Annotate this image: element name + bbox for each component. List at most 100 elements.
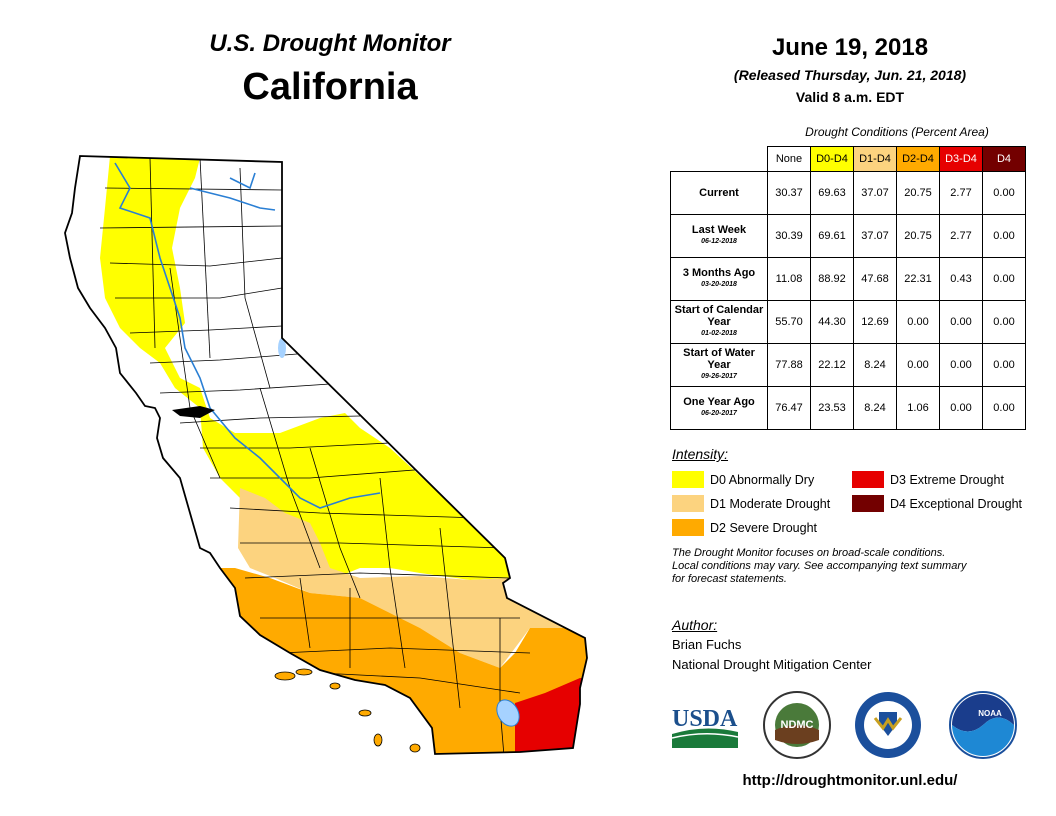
table-cell: 22.12 (810, 343, 854, 387)
salton-sea (496, 699, 520, 727)
table-cell: 69.63 (810, 171, 854, 215)
table-cell: 37.07 (853, 214, 897, 258)
row-label-text: Current (699, 187, 739, 199)
legend-item-d0: D0 Abnormally Dry (672, 471, 814, 488)
row-label: 3 Months Ago 03-20-2018 (670, 257, 768, 301)
release-date: (Released Thursday, Jun. 21, 2018) (733, 67, 967, 83)
table-cell: 0.00 (896, 300, 940, 344)
table-cell: 69.61 (810, 214, 854, 258)
legend-label-d1: D1 Moderate Drought (710, 496, 831, 511)
legend-item-d3: D3 Extreme Drought (852, 471, 1004, 488)
row-label: Start of Calendar Year 01-02-2018 (670, 300, 768, 344)
table-cell: 30.39 (767, 214, 811, 258)
table-cell: 0.00 (982, 386, 1026, 430)
monitor-title: U.S. Drought Monitor (209, 30, 451, 57)
table-cell: 2.77 (939, 171, 983, 215)
legend-item-d4: D4 Exceptional Drought (852, 495, 1022, 512)
table-header-row: None D0-D4 D1-D4 D2-D4 D3-D4 D4 (671, 146, 1026, 172)
row-label: Last Week 06-12-2018 (670, 214, 768, 258)
table-cell: 1.06 (896, 386, 940, 430)
table-cell: 8.24 (853, 343, 897, 387)
table-cell: 12.69 (853, 300, 897, 344)
region-d0 (100, 156, 520, 580)
region-d3-edge (585, 628, 587, 653)
california-drought-map (64, 155, 588, 755)
table-row: Start of Water Year 09-26-2017 77.88 22.12 8… (670, 343, 1026, 387)
table-cell: 37.07 (853, 171, 897, 215)
county-lines (99, 157, 531, 754)
row-label-date: 03-20-2018 (701, 281, 737, 288)
legend-swatch-d3 (852, 471, 884, 488)
legend-item-d1: D1 Moderate Drought (672, 495, 830, 512)
table-cell: 0.00 (982, 214, 1026, 258)
commerce-logo (855, 692, 921, 758)
note-line-1: The Drought Monitor focuses on broad-sca… (672, 547, 946, 559)
valid-time: Valid 8 a.m. EDT (795, 89, 905, 105)
legend-label-d0: D0 Abnormally Dry (710, 472, 815, 487)
rivers (114, 162, 381, 509)
table-cell: 55.70 (767, 300, 811, 344)
author-title: Author: (672, 617, 718, 633)
row-label: One Year Ago 06-20-2017 (670, 386, 768, 430)
table-row: Start of Calendar Year 01-02-2018 55.70 44.… (670, 300, 1026, 344)
website-url[interactable]: http://droughtmonitor.unl.edu/ (742, 772, 958, 789)
table-row: Current 30.37 69.63 37.07 20.75 2.77 0.00 (670, 171, 1026, 215)
table-cell: 2.77 (939, 214, 983, 258)
author-name: Brian Fuchs (672, 637, 742, 652)
table-cell: 76.47 (767, 386, 811, 430)
row-label-date: 06-12-2018 (701, 238, 737, 245)
row-label-date: 09-26-2017 (701, 373, 737, 380)
table-cell: 47.68 (853, 257, 897, 301)
header-d0-d4: D0-D4 (810, 146, 854, 172)
table-cell: 0.00 (939, 343, 983, 387)
lake-tahoe (278, 338, 286, 358)
drought-conditions-table: None D0-D4 D1-D4 D2-D4 D3-D4 D4 Current 3… (670, 146, 1026, 430)
row-label-text: Start of Water Year (683, 347, 755, 371)
legend-swatch-d4 (852, 495, 884, 512)
table-cell: 11.08 (767, 257, 811, 301)
table-cell: 20.75 (896, 171, 940, 215)
table-cell: 22.31 (896, 257, 940, 301)
table-row: One Year Ago 06-20-2017 76.47 23.53 8.24 1.06… (670, 386, 1026, 430)
table-cell: 0.00 (982, 257, 1026, 301)
state-title: California (242, 66, 418, 108)
table-cell: 0.00 (982, 171, 1026, 215)
usda-logo: USDA (671, 706, 739, 748)
table-cell: 23.53 (810, 386, 854, 430)
header-none: None (767, 146, 811, 172)
table-row: Last Week 06-12-2018 30.39 69.61 37.07 20.75 2… (670, 214, 1026, 258)
row-label-date: 06-20-2017 (701, 410, 737, 417)
table-row: 3 Months Ago 03-20-2018 11.08 88.92 47.68 22.… (670, 257, 1026, 301)
noaa-logo: NOAA (949, 691, 1017, 759)
table-caption: Drought Conditions (Percent Area) (805, 125, 989, 139)
row-label: Current (670, 171, 768, 215)
table-cell: 8.24 (853, 386, 897, 430)
table-cell: 0.00 (982, 343, 1026, 387)
table-cell: 30.37 (767, 171, 811, 215)
row-label-text: One Year Ago (683, 396, 755, 408)
ndmc-logo-text: NDMC (781, 719, 814, 731)
legend-swatch-d1 (672, 495, 704, 512)
legend-label-d2: D2 Severe Drought (710, 520, 818, 535)
report-date: June 19, 2018 (771, 34, 929, 61)
row-label-text: 3 Months Ago (682, 267, 756, 279)
table-cell: 0.00 (939, 300, 983, 344)
note-line-2: Local conditions may vary. See accompany… (672, 560, 967, 572)
legend-label-d4: D4 Exceptional Drought (890, 496, 1023, 511)
table-cell: 88.92 (810, 257, 854, 301)
row-label: Start of Water Year 09-26-2017 (670, 343, 768, 387)
row-label-date: 01-02-2018 (701, 330, 737, 337)
noaa-logo-text: NOAA (978, 709, 1002, 718)
san-francisco-bay (172, 406, 215, 418)
header-d3-d4: D3-D4 (939, 146, 983, 172)
table-cell: 0.43 (939, 257, 983, 301)
disclaimer-note: The Drought Monitor focuses on broad-sca… (672, 547, 1032, 586)
legend-item-d2: D2 Severe Drought (672, 519, 817, 536)
legend-title: Intensity: (672, 446, 729, 462)
table-cell: 44.30 (810, 300, 854, 344)
header-d4: D4 (982, 146, 1026, 172)
legend-swatch-d0 (672, 471, 704, 488)
row-label-text: Last Week (691, 224, 747, 236)
table-cell: 0.00 (982, 300, 1026, 344)
table-cell: 0.00 (896, 343, 940, 387)
